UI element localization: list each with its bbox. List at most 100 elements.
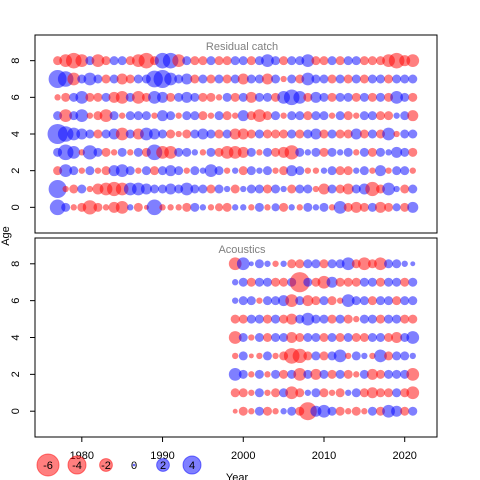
bubble <box>327 314 337 324</box>
bubble <box>328 112 336 119</box>
bubble <box>327 259 337 269</box>
bubble <box>400 184 410 194</box>
bubble <box>408 277 418 287</box>
bubble <box>401 260 408 267</box>
bubble <box>174 92 184 102</box>
bubble <box>295 388 305 398</box>
bubble <box>311 296 321 306</box>
bubble <box>343 129 353 139</box>
bubble <box>99 109 113 123</box>
y-tick-label: 6 <box>10 298 22 304</box>
bubble <box>384 296 394 306</box>
y-tick-label: 0 <box>10 204 22 210</box>
bubble <box>312 167 320 174</box>
bubble <box>335 74 345 84</box>
bubble <box>391 405 403 417</box>
bubble <box>101 56 111 66</box>
bubble <box>190 202 200 212</box>
bubble <box>317 275 331 289</box>
bubble <box>166 111 176 121</box>
bubble <box>319 351 329 361</box>
bubble <box>67 72 81 86</box>
bubble <box>365 181 380 197</box>
bubble <box>319 369 329 379</box>
bubble <box>271 56 281 66</box>
bubble <box>148 90 161 104</box>
bubble <box>374 165 387 177</box>
bubble <box>350 128 362 140</box>
bubble <box>199 167 207 174</box>
bubble <box>230 92 240 102</box>
bubble <box>238 369 248 379</box>
bubble <box>148 128 160 140</box>
bubble <box>353 112 360 119</box>
x-tick-label: 2020 <box>392 450 416 462</box>
bubble <box>204 164 218 178</box>
bubble <box>301 54 315 68</box>
bubble <box>327 56 337 66</box>
bubble <box>133 202 143 212</box>
bubble <box>262 406 272 416</box>
bubble <box>67 145 81 159</box>
bubble <box>295 333 305 342</box>
bubble <box>392 74 402 84</box>
bubble <box>181 73 193 85</box>
bubble <box>237 146 249 158</box>
bubble <box>198 92 208 102</box>
bubble <box>262 296 272 306</box>
bubble <box>110 149 118 156</box>
bubble <box>190 92 200 102</box>
bubble <box>115 200 129 214</box>
bubble <box>319 388 329 398</box>
bubble <box>262 129 272 139</box>
legend-bubble <box>36 453 60 477</box>
bubble <box>206 92 216 102</box>
bubble <box>367 277 377 287</box>
bubble <box>214 129 224 139</box>
bubble <box>384 314 394 324</box>
bubble <box>359 388 369 398</box>
bubble <box>367 406 377 416</box>
bubble <box>254 388 264 398</box>
bubble <box>367 333 377 342</box>
bubble <box>359 369 369 379</box>
bubble <box>367 296 377 306</box>
bubble <box>229 128 241 140</box>
bubble <box>59 109 73 123</box>
bubble <box>328 204 336 211</box>
bubble <box>319 296 329 306</box>
bubble <box>384 333 394 342</box>
bubble <box>359 92 369 102</box>
bubble <box>319 147 329 157</box>
bubble <box>279 129 289 139</box>
bubble <box>253 109 266 123</box>
bubble <box>319 129 329 139</box>
bubble <box>125 166 135 176</box>
bubble <box>311 388 321 398</box>
bubble <box>393 185 400 193</box>
bubble <box>327 296 337 306</box>
y-tick-label: 0 <box>10 408 22 414</box>
bubble <box>319 259 329 269</box>
bubble <box>93 92 103 102</box>
bubble <box>237 128 249 140</box>
bubble <box>118 112 126 119</box>
bubble <box>262 92 272 102</box>
bubble <box>303 129 313 139</box>
bubble <box>222 74 232 84</box>
bubble <box>109 111 119 121</box>
bubble <box>232 279 239 286</box>
bubble <box>353 371 360 378</box>
bubble <box>232 352 239 360</box>
bubble <box>382 404 395 418</box>
bubble <box>367 129 377 139</box>
bubble <box>246 277 256 287</box>
bubble <box>206 74 216 84</box>
bubble <box>262 166 272 176</box>
bubble <box>198 56 208 66</box>
bubble <box>408 92 418 102</box>
bubble <box>311 111 321 121</box>
bubble <box>248 371 255 378</box>
bubble <box>343 74 353 84</box>
bubble <box>351 92 361 102</box>
